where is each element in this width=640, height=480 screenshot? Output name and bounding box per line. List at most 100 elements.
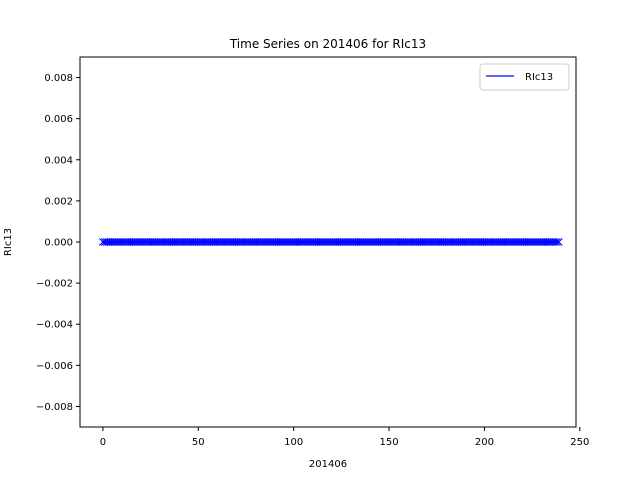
data-point-marker	[530, 238, 538, 246]
data-point-marker	[440, 238, 449, 246]
data-point-marker	[184, 238, 193, 246]
data-point-marker	[469, 238, 477, 246]
data-point-marker	[396, 238, 405, 246]
data-point-marker	[415, 238, 424, 246]
data-point-marker	[333, 238, 342, 246]
data-point-marker	[465, 238, 474, 246]
data-point-marker	[280, 238, 288, 246]
data-point-marker	[413, 238, 422, 246]
data-point-marker	[327, 238, 336, 246]
data-point-marker	[278, 238, 287, 246]
data-point-marker	[461, 238, 470, 246]
data-point-marker	[205, 238, 214, 246]
data-point-marker	[293, 238, 302, 246]
data-point-marker	[394, 238, 403, 246]
data-point-marker	[373, 238, 382, 246]
data-point-marker	[316, 238, 325, 246]
series-layer	[99, 238, 563, 246]
data-point-marker	[255, 238, 264, 246]
data-point-marker	[524, 238, 533, 246]
data-point-marker	[133, 238, 142, 246]
data-point-marker	[343, 238, 351, 246]
data-point-marker	[240, 238, 248, 246]
data-point-marker	[482, 238, 491, 246]
data-point-marker	[165, 238, 174, 246]
data-point-marker	[444, 238, 453, 246]
data-point-marker	[314, 238, 323, 246]
data-point-marker	[209, 238, 218, 246]
data-point-marker	[490, 238, 498, 246]
data-point-marker	[186, 238, 195, 246]
data-point-marker	[301, 238, 309, 246]
data-point-marker	[236, 238, 245, 246]
data-point-marker	[411, 238, 420, 246]
data-point-marker	[144, 238, 153, 246]
data-point-marker	[265, 238, 273, 246]
data-point-marker	[116, 238, 124, 246]
data-point-marker	[154, 238, 163, 246]
data-point-marker	[419, 238, 428, 246]
data-point-marker	[326, 238, 334, 246]
data-point-marker	[341, 238, 350, 246]
data-point-marker	[339, 238, 348, 246]
data-point-marker	[99, 238, 107, 246]
data-point-marker	[518, 238, 527, 246]
data-point-marker	[471, 238, 479, 246]
data-point-marker	[284, 238, 292, 246]
data-point-marker	[223, 238, 231, 246]
data-point-marker	[160, 238, 168, 246]
data-point-marker	[400, 238, 409, 246]
data-point-marker	[129, 238, 138, 246]
y-tick-label: −0.004	[36, 320, 73, 331]
data-point-marker	[507, 238, 515, 246]
data-point-marker	[514, 238, 523, 246]
data-point-marker	[175, 238, 184, 246]
data-point-marker	[181, 238, 189, 246]
data-point-marker	[453, 238, 462, 246]
data-point-marker	[274, 238, 283, 246]
data-point-marker	[112, 238, 121, 246]
data-point-marker	[179, 238, 187, 246]
data-point-marker	[522, 238, 531, 246]
data-point-marker	[232, 238, 241, 246]
data-point-marker	[387, 238, 395, 246]
data-point-marker	[163, 238, 172, 246]
data-point-marker	[230, 238, 239, 246]
data-point-marker	[263, 238, 271, 246]
data-point-marker	[463, 238, 472, 246]
data-point-marker	[215, 238, 224, 246]
y-tick-label: 0.002	[44, 196, 73, 207]
data-point-marker	[203, 238, 212, 246]
data-point-marker	[423, 238, 432, 246]
data-point-marker	[505, 238, 514, 246]
data-point-marker	[442, 238, 451, 246]
data-point-marker	[146, 238, 155, 246]
x-tick-label: 100	[284, 437, 303, 448]
y-tick-label: 0.000	[44, 238, 73, 249]
data-point-marker	[335, 238, 344, 246]
y-tick-label: 0.008	[44, 73, 73, 84]
data-point-marker	[360, 238, 369, 246]
data-point-marker	[297, 238, 306, 246]
data-point-marker	[282, 238, 290, 246]
data-point-marker	[242, 238, 250, 246]
data-point-marker	[251, 238, 260, 246]
data-point-marker	[516, 238, 525, 246]
data-point-marker	[379, 238, 388, 246]
y-tick-label: −0.008	[36, 402, 73, 413]
x-axis: 0 50 100 150 200 250	[100, 427, 589, 448]
data-point-marker	[476, 238, 485, 246]
data-point-marker	[121, 238, 130, 246]
data-point-marker	[537, 238, 546, 246]
data-point-marker	[383, 238, 391, 246]
data-point-marker	[532, 238, 540, 246]
data-point-marker	[528, 238, 536, 246]
data-point-marker	[196, 238, 205, 246]
data-point-marker	[398, 238, 407, 246]
data-point-marker	[194, 238, 203, 246]
data-point-marker	[173, 238, 182, 246]
data-point-marker	[408, 238, 416, 246]
data-point-marker	[352, 238, 361, 246]
data-point-marker	[484, 238, 493, 246]
data-point-marker	[467, 238, 475, 246]
